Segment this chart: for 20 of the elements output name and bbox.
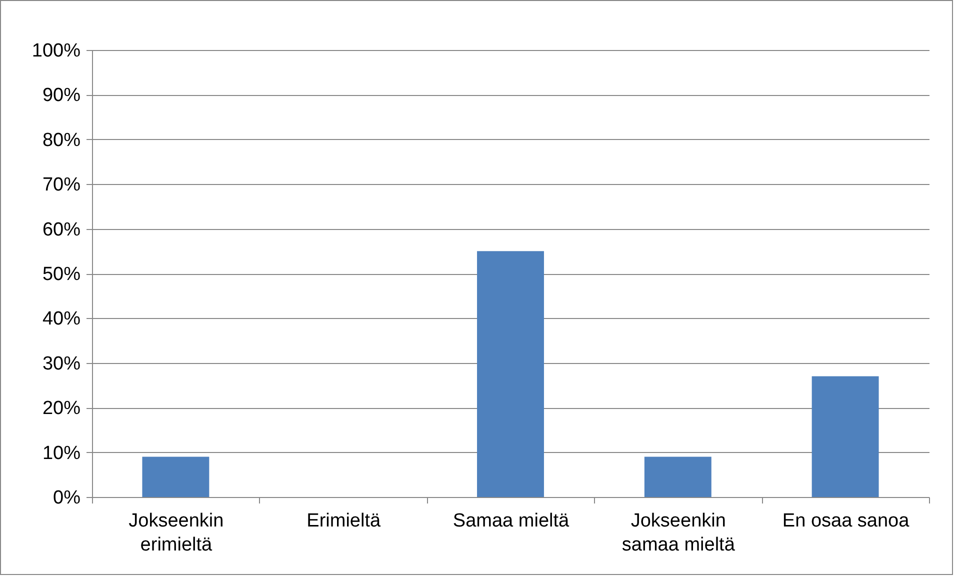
x-tick-label: Samaa mieltä	[452, 510, 570, 532]
y-tick-label: 90%	[42, 85, 81, 106]
y-tick-label: 20%	[42, 398, 81, 420]
y-tick-label: 40%	[42, 308, 81, 330]
y-tick-label: 70%	[42, 174, 81, 196]
x-tick-label: Jokseenkin samaa mieltä	[622, 510, 736, 556]
x-tick-label: Erimieltä	[306, 510, 381, 532]
bar	[644, 456, 712, 497]
x-tick-label: Jokseenkin erimieltä	[128, 510, 224, 556]
bar	[812, 376, 879, 497]
y-tick-label: 80%	[42, 130, 81, 151]
y-tick-label: 0%	[53, 488, 81, 508]
y-tick-label: 60%	[42, 219, 81, 240]
y-tick-label: 100%	[32, 40, 81, 62]
bar	[142, 456, 210, 497]
y-tick-label: 50%	[42, 264, 81, 285]
bar	[477, 251, 544, 497]
y-tick-label: 30%	[42, 353, 81, 374]
x-tick-label: En osaa sanoa	[782, 510, 910, 532]
y-tick-label: 10%	[42, 442, 81, 464]
